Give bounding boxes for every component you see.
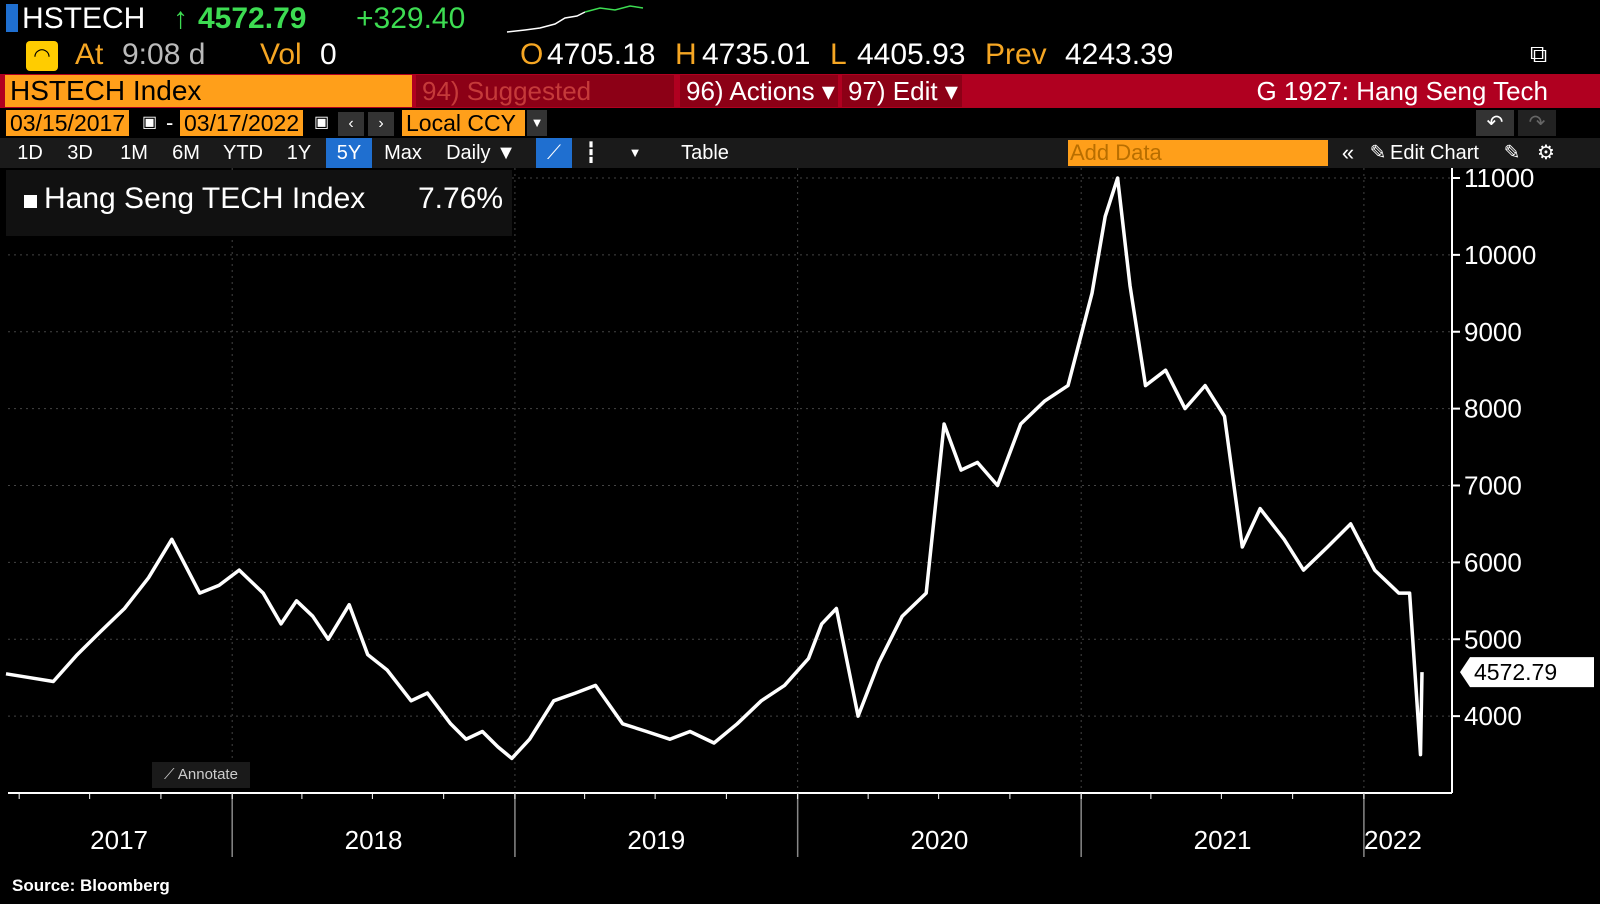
chevron-down-icon[interactable]: ▼ xyxy=(527,110,547,136)
suggested-charts-menu[interactable]: 94) Suggested Charts xyxy=(416,75,674,138)
security-field[interactable]: HSTECH Index xyxy=(5,75,412,107)
chevron-down-icon[interactable]: ▼ xyxy=(628,145,642,160)
calendar-icon[interactable]: ▣ xyxy=(142,114,158,131)
x-tick-label: 2020 xyxy=(910,825,968,855)
open-label: O xyxy=(520,38,544,71)
chart-title: G 1927: Hang Seng Tech xyxy=(1256,76,1548,106)
price-chart[interactable]: 2017 2018 2019 2020 2021 2022 4000 5000 6000 700… xyxy=(0,168,1600,872)
period-1d[interactable]: 1D xyxy=(17,142,43,164)
low-label: L xyxy=(830,38,847,71)
net-change: +329.40 xyxy=(356,2,466,35)
y-tick-label: 6000 xyxy=(1464,547,1522,577)
ticker-symbol[interactable]: HSTECH xyxy=(22,2,146,35)
volume-value: 0 xyxy=(320,38,337,71)
undo-icon[interactable]: ↶ xyxy=(1476,110,1514,136)
y-tick-label: 11000 xyxy=(1464,168,1534,193)
line-chart-icon[interactable]: ⟋ xyxy=(536,138,572,168)
x-tick-label: 2019 xyxy=(627,825,685,855)
edit-chart-button[interactable]: Edit Chart xyxy=(1390,142,1479,164)
legend-swatch xyxy=(24,195,37,208)
period-max[interactable]: Max xyxy=(384,142,422,164)
popout-icon[interactable]: ⧉ xyxy=(1530,41,1548,68)
prev-label: Prev xyxy=(985,38,1047,71)
y-tick-label: 7000 xyxy=(1464,471,1522,501)
last-price-tag-value: 4572.79 xyxy=(1474,659,1557,685)
x-tick-label: 2022 xyxy=(1364,825,1422,855)
y-tick-label: 4000 xyxy=(1464,701,1522,731)
y-tick-label: 8000 xyxy=(1464,394,1522,424)
actions-menu[interactable]: 96) Actions ▾ xyxy=(680,75,838,107)
frequency-select[interactable]: Daily ▼ xyxy=(446,142,516,164)
last-price-tag: 4572.79 xyxy=(1460,657,1594,688)
menu-bar: HSTECH Index 94) Suggested Charts 96) Ac… xyxy=(0,74,1600,138)
high-label: H xyxy=(675,38,697,71)
quote-details: ◠ At 9:08 d Vol 0 O 4705.18 H 4735.01 L … xyxy=(0,38,1600,76)
high-value: 4735.01 xyxy=(702,38,811,71)
pencil-icon: ✎ xyxy=(1369,142,1387,164)
last-price: 4572.79 xyxy=(198,2,307,35)
legend-label: Hang Seng TECH Index xyxy=(44,182,366,215)
bar-chart-icon[interactable]: ┇ xyxy=(584,142,598,164)
gauge-icon[interactable]: ◠ xyxy=(26,41,58,71)
period-5y[interactable]: 5Y xyxy=(326,138,372,168)
y-tick-label: 5000 xyxy=(1464,624,1522,654)
y-axis: 4000 5000 6000 7000 8000 9000 10000 11000 xyxy=(1451,168,1536,793)
pencil-icon: ⟋ xyxy=(164,766,175,783)
up-arrow-icon: ↑ xyxy=(173,2,188,35)
end-date-field[interactable]: 03/17/2022 xyxy=(180,110,304,136)
edit-icon[interactable]: ✎ xyxy=(1503,142,1521,164)
open-value: 4705.18 xyxy=(547,38,656,71)
series-line-hstech xyxy=(5,176,1424,761)
x-tick-label: 2017 xyxy=(90,825,148,855)
quote-header: HSTECH ↑ 4572.79 +329.40 xyxy=(0,0,1600,38)
add-data-input[interactable]: Add Data xyxy=(1068,140,1328,166)
y-tick-label: 9000 xyxy=(1464,317,1522,347)
start-date-field[interactable]: 03/15/2017 xyxy=(6,110,130,136)
low-value: 4405.93 xyxy=(857,38,966,71)
chart-grid xyxy=(8,168,1452,793)
date-range-bar: 03/15/2017 ▣ - 03/17/2022 ▣ ‹ › Local CC… xyxy=(0,110,1600,138)
legend-value: 7.76% xyxy=(418,182,504,215)
chevron-left-icon[interactable]: ‹ xyxy=(338,112,364,136)
source-note: Source: Bloomberg xyxy=(12,876,170,895)
y-tick-label: 10000 xyxy=(1464,240,1536,270)
quote-time: 9:08 d xyxy=(122,38,206,71)
period-1m[interactable]: 1M xyxy=(120,142,148,164)
at-label: At xyxy=(75,38,104,71)
sparkline-icon xyxy=(506,5,644,33)
period-3d[interactable]: 3D xyxy=(67,142,93,164)
gear-icon[interactable]: ⚙ xyxy=(1537,142,1555,164)
volume-label: Vol xyxy=(260,38,302,71)
chevron-right-icon[interactable]: › xyxy=(368,112,394,136)
ticker-marker xyxy=(6,4,18,32)
x-tick-label: 2021 xyxy=(1194,825,1252,855)
collapse-icon[interactable]: « xyxy=(1341,140,1355,165)
edit-menu[interactable]: 97) Edit ▾ xyxy=(842,75,962,107)
annotate-label: Annotate xyxy=(177,766,238,783)
annotate-button[interactable]: ⟋ Annotate xyxy=(152,762,250,788)
prev-value: 4243.39 xyxy=(1065,38,1174,71)
chart-toolbar: 1D 3D 1M 6M YTD 1Y 5Y Max Daily ▼ ⟋ ┇ ▼ … xyxy=(0,138,1600,168)
currency-select[interactable]: Local CCY xyxy=(402,110,525,136)
period-1y[interactable]: 1Y xyxy=(286,142,312,164)
redo-icon[interactable]: ↷ xyxy=(1518,110,1556,136)
period-ytd[interactable]: YTD xyxy=(223,142,263,164)
date-separator: - xyxy=(166,110,174,135)
period-6m[interactable]: 6M xyxy=(172,142,200,164)
legend-box: Hang Seng TECH Index 7.76% xyxy=(6,170,512,236)
calendar-icon[interactable]: ▣ xyxy=(314,114,330,131)
table-button[interactable]: Table xyxy=(681,142,729,164)
x-tick-label: 2018 xyxy=(345,825,403,855)
x-axis: 2017 2018 2019 2020 2021 2022 xyxy=(8,792,1452,857)
